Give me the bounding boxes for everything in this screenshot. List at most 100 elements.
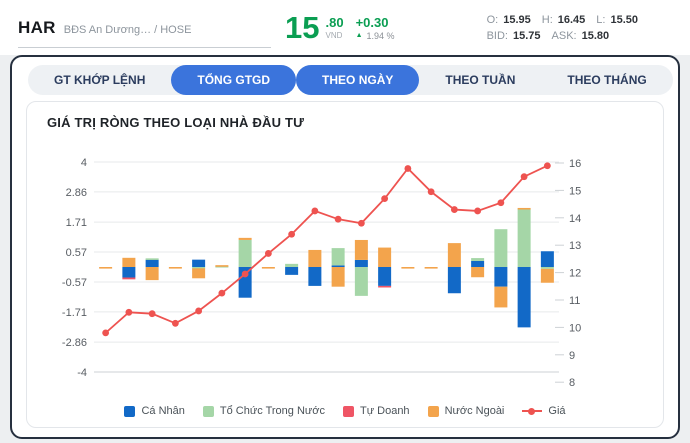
bar-segment[interactable] (192, 267, 206, 269)
ohlc-block: O: 15.95 H: 16.45 L: 15.50 BID: 15.75 ASK: 15… (487, 14, 644, 42)
bar-segment[interactable] (285, 263, 299, 267)
bar-segment[interactable] (285, 267, 299, 275)
legend-label: Tổ Chức Trong Nước (219, 405, 325, 417)
price-dot[interactable] (125, 308, 133, 316)
right-axis-tick-label: 9 (569, 350, 575, 362)
price-dot[interactable] (102, 329, 110, 337)
price-line (105, 164, 548, 334)
bar-segment[interactable] (354, 267, 368, 296)
company-name: BĐS An Dương… / HOSE (63, 23, 192, 36)
right-axis-tick-label: 12 (569, 268, 581, 280)
tab-theo-thang[interactable]: THEO THÁNG (567, 73, 647, 87)
bar-segment[interactable] (145, 259, 159, 267)
low-value: 15.50 (610, 13, 638, 26)
bar-segment[interactable] (401, 267, 415, 269)
price-dot[interactable] (357, 219, 365, 227)
price-dot[interactable] (241, 270, 249, 278)
bar-segment[interactable] (447, 267, 461, 294)
bar-segment[interactable] (331, 248, 345, 266)
bar-segment[interactable] (122, 277, 136, 280)
left-axis-tick-label: 0.57 (66, 247, 87, 259)
legend-item[interactable]: Cá Nhân (124, 405, 185, 417)
open-label: O: (486, 13, 499, 26)
bar-segment[interactable] (540, 267, 554, 269)
price-dot[interactable] (497, 199, 505, 207)
price-dot[interactable] (404, 165, 412, 172)
price-dot[interactable] (520, 173, 528, 181)
bar-segment[interactable] (145, 267, 159, 281)
bar-segment[interactable] (238, 237, 252, 240)
bar-segment[interactable] (378, 247, 392, 267)
bar-segment[interactable] (331, 267, 345, 287)
bar-segment[interactable] (122, 257, 136, 267)
bar-segment[interactable] (517, 207, 531, 210)
legend-item[interactable]: Tự Doanh (343, 405, 410, 417)
bar-segment[interactable] (308, 267, 322, 286)
bar-segment[interactable] (122, 267, 136, 278)
chart-title: GIÁ TRỊ RÒNG THEO LOẠI NHÀ ĐẦU TƯ (47, 115, 305, 130)
bar-segment[interactable] (540, 251, 554, 267)
price-dot[interactable] (171, 319, 179, 327)
price-dot[interactable] (311, 207, 319, 215)
price-dot[interactable] (288, 230, 296, 238)
bar-segment[interactable] (261, 267, 275, 269)
price-dot[interactable] (381, 195, 389, 203)
legend-label: Giá (548, 405, 566, 417)
bar-segment[interactable] (215, 265, 229, 267)
price-dot[interactable] (474, 207, 482, 215)
bar-segment[interactable] (308, 249, 322, 267)
right-axis-tick-label: 16 (569, 158, 581, 170)
ohl-row: O: 15.95 H: 16.45 L: 15.50 (487, 14, 644, 26)
legend-label: Cá Nhân (141, 405, 185, 417)
bar-segment[interactable] (354, 259, 368, 267)
bar-segment[interactable] (447, 243, 461, 267)
bar-segment[interactable] (378, 285, 392, 288)
bid-value: 15.75 (513, 29, 541, 42)
bar-segment[interactable] (494, 286, 508, 308)
legend-item[interactable]: Giá (522, 405, 566, 417)
price-integer: 15 (285, 9, 320, 45)
bar-segment[interactable] (145, 258, 159, 260)
legend-swatch (202, 405, 214, 417)
bar-segment[interactable] (238, 239, 252, 267)
bar-segment[interactable] (471, 258, 485, 261)
bar-segment[interactable] (168, 267, 182, 269)
price-dot[interactable] (148, 310, 156, 318)
tab-theo-ngay[interactable]: THEO NGÀY (296, 65, 420, 95)
bar-segment[interactable] (517, 267, 531, 328)
bar-segment[interactable] (494, 229, 508, 267)
bar-segment[interactable] (378, 267, 392, 286)
bar-segment[interactable] (354, 239, 368, 260)
value-type-tab-group: GT KHỚP LỆNH TỔNG GTGD (28, 65, 297, 95)
price-dot[interactable] (450, 206, 458, 213)
right-axis-tick-label: 14 (569, 213, 581, 225)
bar-segment[interactable] (517, 209, 531, 267)
right-axis-tick-label: 8 (569, 377, 575, 389)
price-dot[interactable] (427, 188, 435, 196)
right-axis-tick-label: 10 (569, 322, 581, 334)
price-dot[interactable] (264, 250, 272, 257)
tab-tong-gtgd[interactable]: TỔNG GTGD (171, 65, 297, 95)
ask-label: ASK: (551, 29, 577, 42)
legend-item[interactable]: Tổ Chức Trong Nước (202, 405, 325, 417)
open-value: 15.95 (503, 13, 531, 26)
price-dot[interactable] (195, 307, 203, 315)
bar-segment[interactable] (192, 268, 206, 279)
bar-segment[interactable] (494, 267, 508, 287)
price-dot[interactable] (543, 162, 551, 170)
price-dot[interactable] (218, 289, 226, 297)
left-axis-tick-label: 1.71 (66, 217, 87, 229)
legend-label: Tự Doanh (360, 405, 410, 417)
tab-theo-tuan[interactable]: THEO TUẦN (445, 73, 516, 87)
bar-segment[interactable] (471, 267, 485, 278)
price-dot[interactable] (334, 215, 342, 223)
bar-segment[interactable] (540, 268, 554, 283)
tab-gt-khop-lenh[interactable]: GT KHỚP LỆNH (54, 73, 146, 87)
bar-segment[interactable] (99, 267, 113, 269)
ask-value: 15.80 (581, 29, 610, 42)
bar-segment[interactable] (424, 267, 438, 269)
bar-segment[interactable] (471, 260, 485, 267)
bar-segment[interactable] (192, 259, 206, 267)
legend-item[interactable]: Nước Ngoài (427, 405, 504, 417)
bar-segment[interactable] (331, 265, 345, 268)
